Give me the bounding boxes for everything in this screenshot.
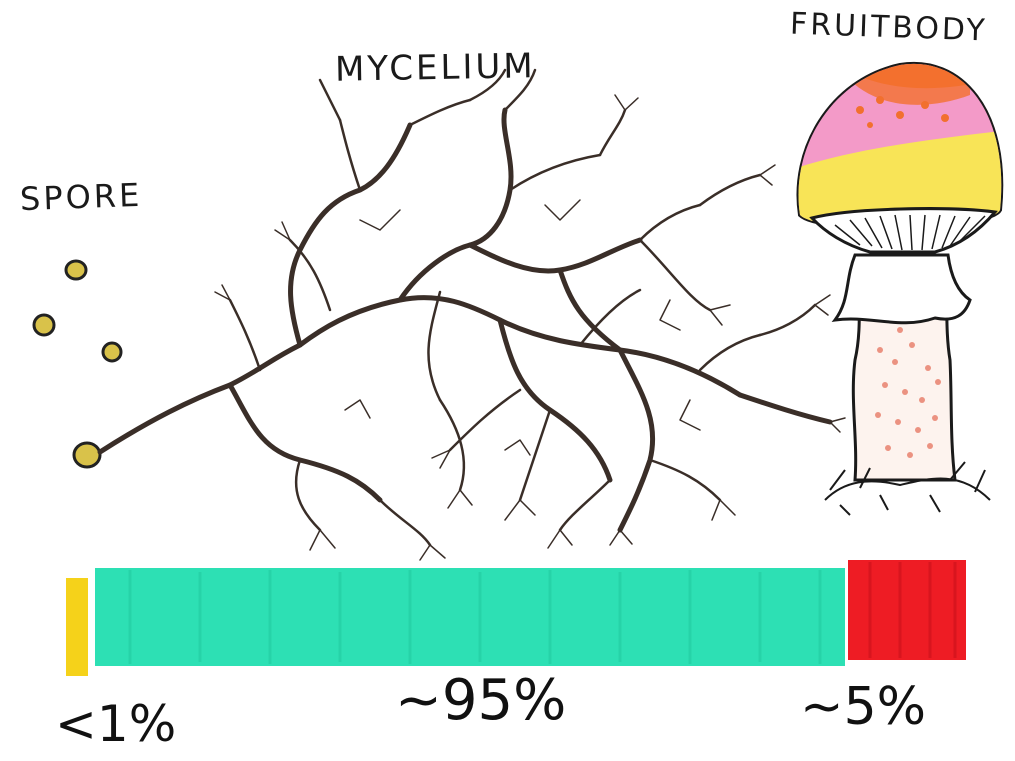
mycelium-network xyxy=(97,68,846,561)
fruitbody-label: FRUITBODY xyxy=(789,6,989,49)
spore-icon xyxy=(64,259,88,281)
proportion-bar xyxy=(66,560,966,676)
spore-bar-segment xyxy=(66,578,88,676)
marker-strokes xyxy=(128,570,822,664)
mycelium-label: MYCELIUM xyxy=(334,46,537,90)
fruitbody-percentage: ~5% xyxy=(800,677,927,737)
spores xyxy=(32,259,123,469)
spore-icon xyxy=(101,341,123,363)
mycelium-percentage: ~95% xyxy=(395,668,567,733)
fruitbody-bar-segment xyxy=(848,560,966,660)
mushroom-fruitbody-icon xyxy=(796,61,1004,516)
mycelium-bar-segment xyxy=(95,568,845,666)
spore-percentage: <1% xyxy=(55,695,177,753)
spore-label: SPORE xyxy=(19,175,143,219)
spore-icon xyxy=(32,313,56,337)
germinating-spore-icon xyxy=(72,441,102,469)
